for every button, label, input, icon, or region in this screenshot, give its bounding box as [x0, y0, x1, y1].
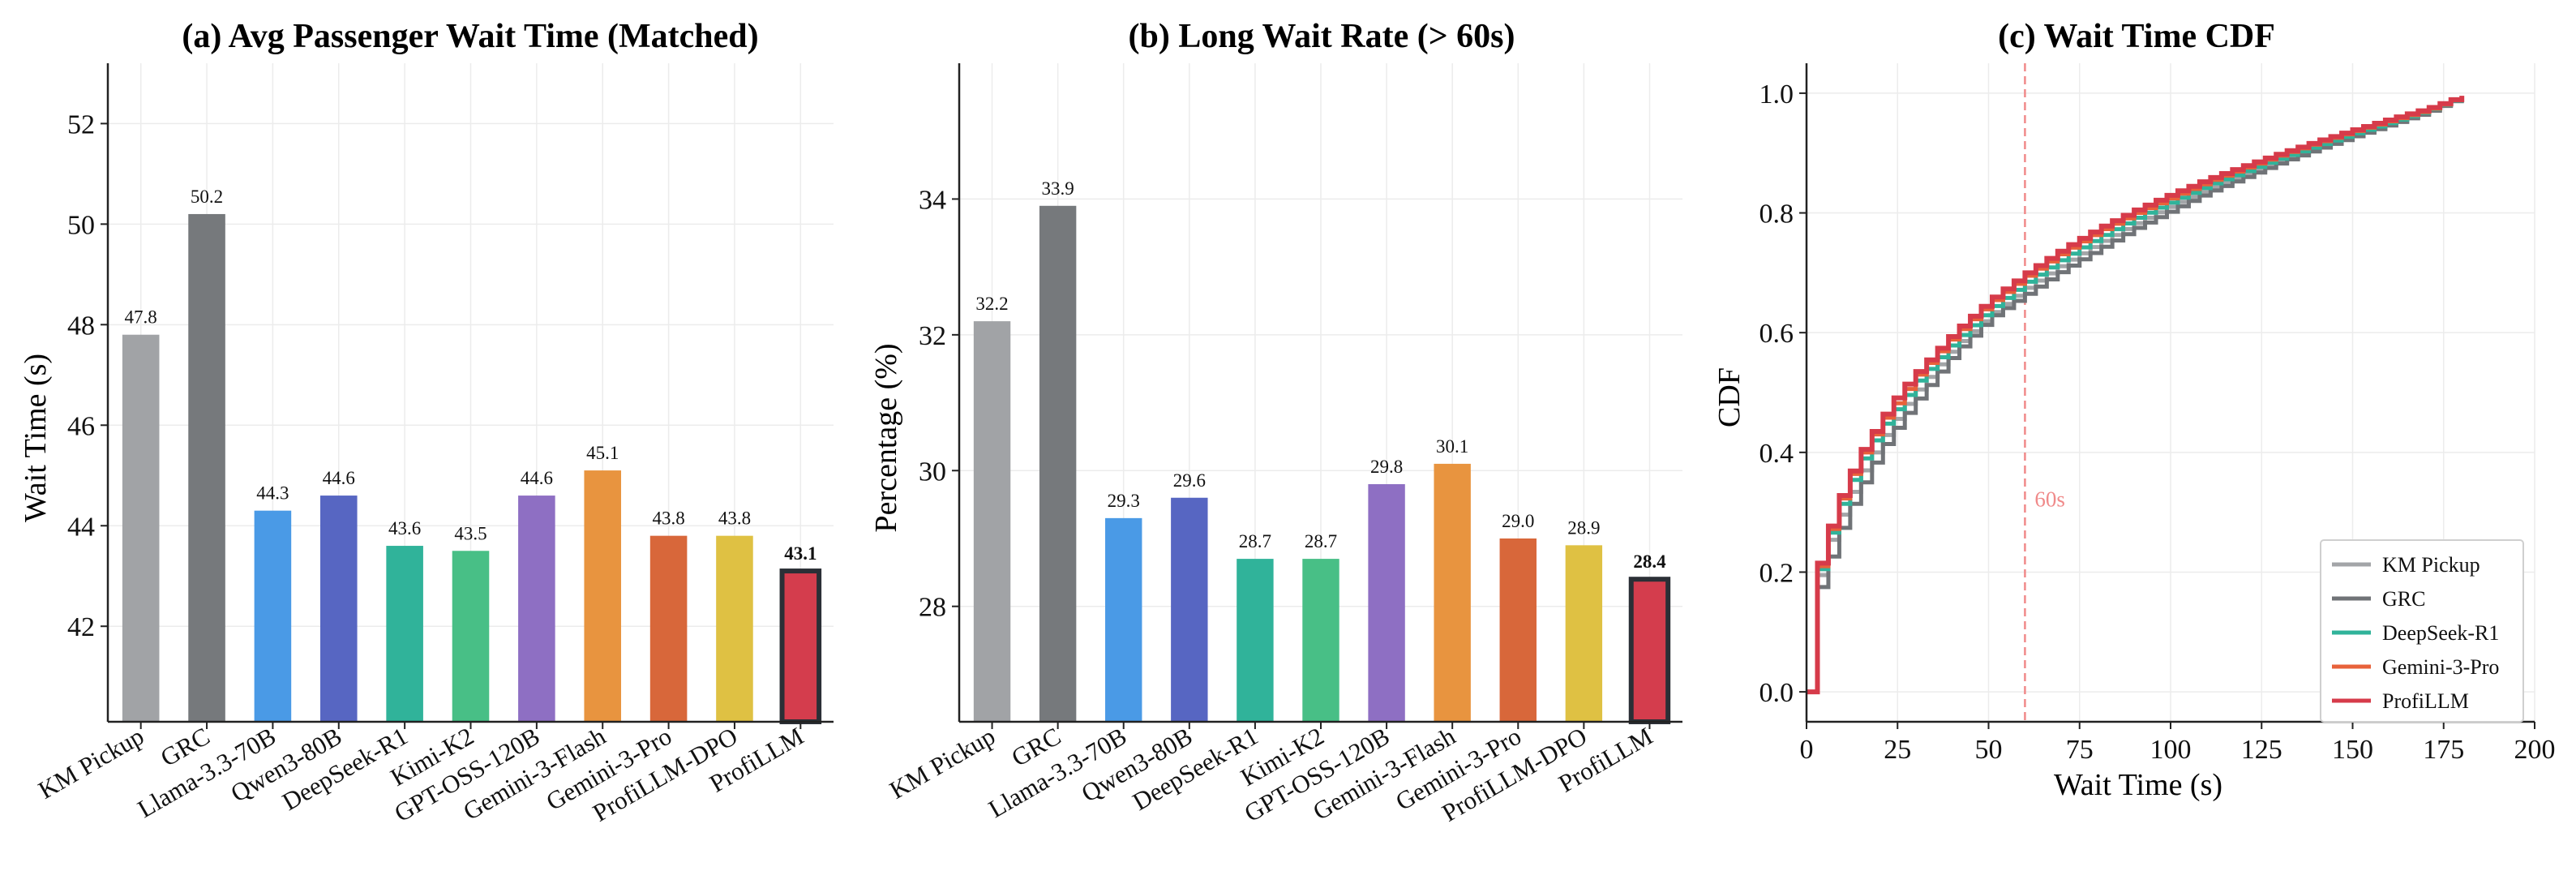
- panel-a-value-label: 43.1: [784, 543, 817, 564]
- panel-b-value-label: 32.2: [975, 294, 1008, 314]
- panel-a-bar: [518, 496, 555, 722]
- panel-a-title: (a) Avg Passenger Wait Time (Matched): [182, 18, 758, 55]
- panel-c-legend-label: KM Pickup: [2382, 553, 2480, 577]
- panel-a-bar: [716, 535, 753, 722]
- panel-c-xtick-label: 75: [2066, 735, 2094, 765]
- panel-a-bar: [584, 470, 622, 722]
- panel-b-value-label: 28.7: [1305, 531, 1337, 551]
- panel-a-value-label: 43.8: [718, 508, 751, 529]
- panel-b-value-label: 28.4: [1633, 551, 1666, 572]
- panel-c-ylabel: CDF: [1712, 367, 1747, 427]
- panel-c-series-line: [1807, 96, 2465, 695]
- panel-c-xtick-label: 50: [1975, 735, 2003, 765]
- panel-long-wait-rate: (b) Long Wait Rate (> 60s) Percentage (%…: [869, 18, 1682, 827]
- panel-a-ytick-label: 42: [67, 612, 95, 642]
- panel-a-bar: [319, 496, 358, 722]
- panel-a-ylabel: Wait Time (s): [19, 354, 53, 522]
- panel-a-value-label: 43.6: [388, 518, 421, 538]
- panel-b-value-label: 28.7: [1239, 531, 1271, 551]
- panel-wait-time-cdf: (c) Wait Time CDF CDF Wait Time (s) 60s 0…: [1712, 18, 2556, 802]
- panel-a-ytick-label: 52: [67, 109, 95, 139]
- panel-a-value-label: 50.2: [191, 187, 223, 207]
- panel-c-xtick-label: 200: [2514, 735, 2556, 765]
- panel-a-value-label: 44.6: [323, 468, 355, 488]
- panel-a-bar: [452, 551, 490, 722]
- panel-b-title: (b) Long Wait Rate (> 60s): [1129, 18, 1515, 55]
- panel-b-ylabel: Percentage (%): [869, 343, 903, 532]
- panel-c-ytick-label: 1.0: [1759, 79, 1794, 109]
- panel-a-ytick-label: 50: [67, 210, 95, 240]
- panel-b-bar: [1499, 538, 1537, 722]
- panel-c-ytick-label: 0.0: [1759, 678, 1794, 708]
- panel-b-bar: [1237, 559, 1274, 722]
- panel-a-bar: [649, 535, 688, 722]
- panel-c-ytick-label: 0.2: [1759, 558, 1794, 588]
- panel-c-xtick-label: 100: [2150, 735, 2192, 765]
- panel-c-xtick-label: 0: [1800, 735, 1814, 765]
- panel-c-legend-label: ProfiLLM: [2382, 689, 2469, 713]
- panel-b-value-label: 29.8: [1370, 457, 1403, 477]
- panel-a-bar: [779, 569, 822, 724]
- panel-b-value-label: 33.9: [1042, 178, 1074, 199]
- panel-avg-wait-time: (a) Avg Passenger Wait Time (Matched) Wa…: [19, 18, 834, 827]
- panel-c-ytick-label: 0.6: [1759, 319, 1794, 349]
- panel-a-ytick-label: 44: [67, 512, 95, 542]
- panel-c-legend-box: [2320, 539, 2524, 723]
- panel-a-ytick-label: 46: [67, 411, 95, 441]
- panel-a-value-label: 45.1: [586, 443, 619, 463]
- panel-b-bar: [1105, 517, 1142, 722]
- panel-c-ytick-label: 0.4: [1759, 439, 1794, 469]
- panel-b-bar: [1039, 205, 1077, 722]
- panel-b-bar: [973, 321, 1011, 722]
- panel-a-value-label: 43.5: [454, 523, 486, 543]
- panel-c-xtick-label: 25: [1884, 735, 1911, 765]
- panel-c-threshold-label: 60s: [2034, 487, 2065, 511]
- panel-c-legend-label: Gemini-3-Pro: [2382, 655, 2499, 679]
- panel-b-bar: [1368, 484, 1405, 722]
- panel-c-xtick-label: 175: [2423, 735, 2464, 765]
- panel-c-title: (c) Wait Time CDF: [1998, 18, 2275, 55]
- panel-b-bar: [1628, 577, 1671, 724]
- panel-a-bar: [386, 546, 423, 722]
- panel-c-legend-label: GRC: [2382, 587, 2425, 611]
- panel-a-xtick-label: KM Pickup: [33, 722, 148, 804]
- panel-c-ytick-label: 0.8: [1759, 200, 1794, 230]
- panel-b-value-label: 30.1: [1436, 436, 1468, 457]
- panel-a-value-label: 44.3: [256, 483, 289, 504]
- panel-c-legend: KM Pickup GRC DeepSeek-R1 Gemini-3-Pro Profi…: [2320, 539, 2524, 723]
- panel-b-value-label: 29.6: [1173, 470, 1206, 491]
- panel-b-bar: [1171, 497, 1208, 722]
- panel-b-ytick-label: 34: [919, 185, 946, 215]
- panel-c-xtick-label: 150: [2332, 735, 2373, 765]
- panel-c-legend-label: DeepSeek-R1: [2382, 621, 2499, 645]
- panel-b-ytick-label: 32: [919, 321, 946, 351]
- panel-a-bar: [188, 213, 225, 722]
- panel-b-ytick-label: 30: [919, 457, 946, 487]
- panel-a-bar: [122, 334, 160, 722]
- panel-a-value-label: 44.6: [521, 468, 553, 488]
- panel-b-xtick-label: KM Pickup: [885, 722, 1000, 804]
- panel-a-ytick-label: 48: [67, 311, 95, 341]
- panel-a-bar: [254, 510, 292, 722]
- panel-b-ytick-label: 28: [919, 593, 946, 623]
- panel-b-value-label: 29.3: [1108, 491, 1140, 511]
- panel-b-bar: [1434, 463, 1471, 722]
- panel-a-value-label: 47.8: [125, 307, 157, 328]
- panel-b-bar: [1302, 559, 1339, 722]
- panel-b-value-label: 28.9: [1567, 517, 1600, 538]
- panel-a-value-label: 43.8: [652, 508, 684, 529]
- panel-b-value-label: 29.0: [1502, 511, 1534, 531]
- panel-c-xtick-label: 125: [2241, 735, 2282, 765]
- panel-c-xlabel: Wait Time (s): [2054, 768, 2222, 802]
- panel-b-bar: [1565, 545, 1603, 722]
